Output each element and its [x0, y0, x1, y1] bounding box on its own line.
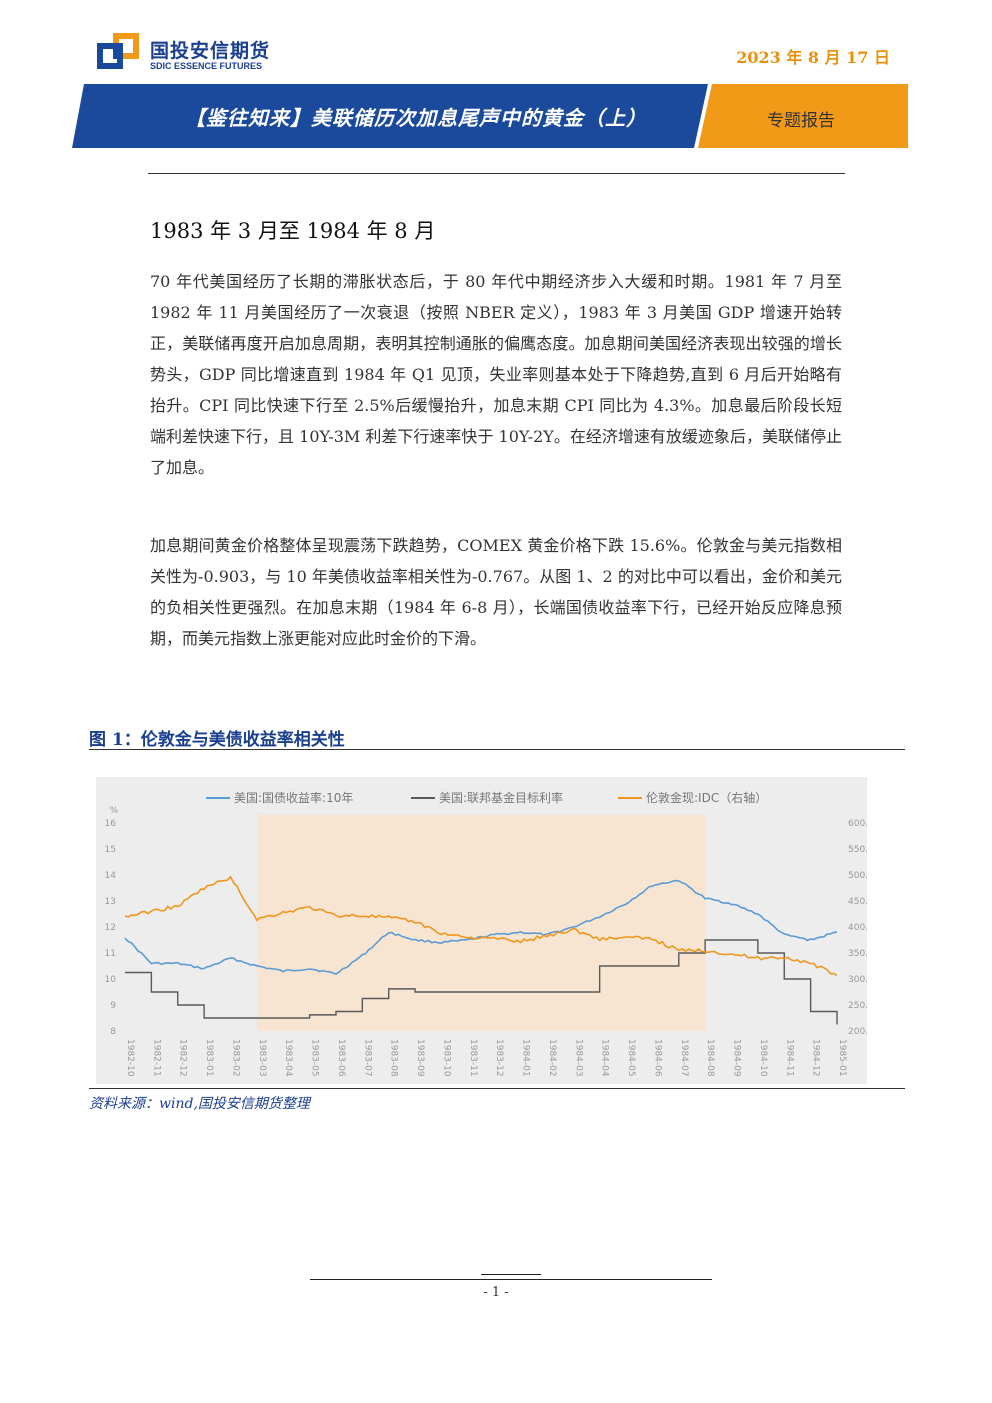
- shaded-hike-period: [256, 815, 706, 1031]
- y-right-tick-label: 600.00: [848, 819, 867, 829]
- y-left-tick-label: 11: [105, 949, 116, 959]
- figure-bottom-divider: [89, 1088, 905, 1089]
- series-line-3: [124, 875, 838, 977]
- y-left-tick-label: 8: [110, 1027, 116, 1037]
- sdic-logo: 国投安信期货 SDIC ESSENCE FUTURES: [97, 33, 287, 73]
- series-line-2: [125, 939, 838, 1025]
- y-left-tick-label: 13: [105, 897, 116, 907]
- report-type-tag: 专题报告: [767, 111, 835, 131]
- report-date: 2023 年 8 月 17 日: [736, 48, 890, 67]
- x-tick-label: 1983-07: [362, 1039, 372, 1077]
- figure-title: 图 1：伦敦金与美债收益率相关性: [89, 730, 345, 750]
- y-right-tick-label: 250.00: [848, 1001, 867, 1011]
- x-tick-label: 1984-01: [521, 1039, 531, 1077]
- figure-title-divider: [89, 749, 905, 750]
- x-tick-label: 1983-09: [415, 1039, 425, 1077]
- x-tick-label: 1984-03: [573, 1039, 583, 1077]
- x-tick-label: 1983-06: [336, 1039, 346, 1077]
- chart-container: 8 9 10 11 12 13 14 15 16% 200.00 250.00 300.00 350.0…: [96, 777, 880, 1084]
- x-tick-label: 1983-11: [468, 1039, 478, 1077]
- y-left-tick-label: 9: [110, 1001, 116, 1011]
- y-right-tick-label: 450.00: [848, 897, 867, 907]
- y-left-unit: %: [109, 806, 118, 816]
- section-title: 1983 年 3 月至 1984 年 8 月: [150, 219, 436, 243]
- x-tick-label: 1982-11: [151, 1039, 161, 1077]
- x-tick-label: 1983-02: [230, 1039, 240, 1077]
- x-tick-label: 1983-10: [441, 1039, 451, 1077]
- x-tick-label: 1983-04: [283, 1039, 293, 1077]
- report-title: 【鉴往知来】美联储历次加息尾声中的黄金（上）: [185, 106, 647, 130]
- x-tick-label: 1983-01: [204, 1039, 214, 1077]
- footer-accent-line: [481, 1274, 541, 1275]
- footer-divider: [310, 1279, 712, 1280]
- y-right-tick-label: 350.00: [848, 949, 867, 959]
- x-tick-label: 1983-05: [310, 1039, 320, 1077]
- y-left-tick-label: 15: [105, 845, 116, 855]
- title-banner: [72, 84, 908, 148]
- y-right-tick-label: 300.00: [848, 975, 867, 985]
- y-left-tick-label: 14: [105, 871, 117, 881]
- x-tick-label: 1984-09: [732, 1039, 742, 1077]
- x-tick-label: 1984-12: [811, 1039, 821, 1077]
- logo-chinese: 国投安信期货: [150, 40, 271, 62]
- paragraph-2: 加息期间黄金价格整体呈现震荡下跌趋势，COMEX 黄金价格下跌 15.6%。伦敦…: [150, 536, 842, 648]
- legend-label-3: 伦敦金现:IDC（右轴）: [646, 790, 767, 805]
- logo-mark-icon: [97, 33, 139, 69]
- y-right-tick-label: 550.00: [848, 845, 867, 855]
- y-left-tick-label: 12: [105, 923, 116, 933]
- x-tick-label: 1984-05: [626, 1039, 636, 1077]
- legend-label-1: 美国:国债收益率:10年: [234, 790, 353, 805]
- x-tick-label: 1984-08: [705, 1039, 715, 1077]
- page-number: - 1 -: [483, 1285, 509, 1300]
- x-tick-label: 1984-06: [652, 1039, 662, 1077]
- x-tick-label: 1984-10: [758, 1039, 768, 1077]
- x-tick-label: 1982-10: [125, 1039, 135, 1077]
- legend-label-2: 美国:联邦基金目标利率: [439, 790, 563, 805]
- y-left-tick-label: 16: [105, 819, 117, 829]
- x-tick-label: 1982-12: [178, 1039, 188, 1077]
- paragraph-1: 70 年代美国经历了长期的滞胀状态后，于 80 年代中期经济步入大缓和时期。19…: [150, 272, 842, 477]
- x-tick-label: 1984-11: [784, 1039, 794, 1077]
- y-left-tick-label: 10: [105, 975, 117, 985]
- x-tick-label: 1984-07: [679, 1039, 689, 1077]
- x-tick-label: 1985-01: [837, 1039, 847, 1077]
- y-right-tick-label: 200.00: [848, 1027, 867, 1037]
- y-right-tick-label: 400.00: [848, 923, 867, 933]
- logo-english: SDIC ESSENCE FUTURES: [150, 61, 263, 71]
- series-line-1: [124, 879, 838, 975]
- y-right-tick-label: 500.00: [848, 871, 867, 881]
- x-tick-label: 1983-12: [494, 1039, 504, 1077]
- x-tick-label: 1984-04: [600, 1039, 610, 1077]
- x-tick-label: 1984-02: [547, 1039, 557, 1077]
- figure-source: 资料来源：wind,国投安信期货整理: [89, 1096, 310, 1112]
- x-tick-label: 1983-08: [389, 1039, 399, 1077]
- x-tick-label: 1983-03: [257, 1039, 267, 1077]
- line-chart: 8 9 10 11 12 13 14 15 16% 200.00 250.00 300.00 350.0…: [105, 790, 880, 1077]
- header-divider: [148, 173, 845, 174]
